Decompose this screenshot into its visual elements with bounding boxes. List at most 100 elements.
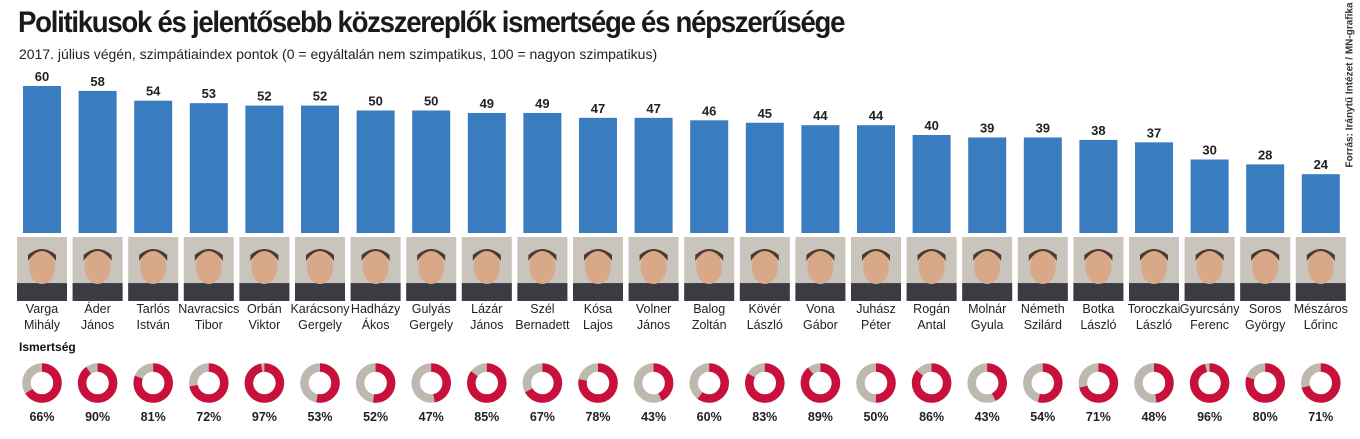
portrait-hair xyxy=(1140,249,1168,261)
donut-segment xyxy=(22,363,62,403)
portrait-face xyxy=(418,250,445,284)
portrait-face xyxy=(1029,250,1056,284)
portrait-hair xyxy=(1028,249,1057,261)
bar xyxy=(968,137,1007,233)
donut-segment xyxy=(77,363,118,403)
tick-label-surname: Orbán xyxy=(247,302,282,316)
donut-segment xyxy=(967,363,1007,403)
bar xyxy=(912,135,951,233)
percent-label: 47% xyxy=(419,410,444,424)
tick-label-surname: Volner xyxy=(636,302,671,316)
percent-label: 54% xyxy=(1030,410,1055,424)
portrait-face xyxy=(751,250,778,284)
portrait-shoulders xyxy=(739,283,790,301)
bar xyxy=(1190,159,1229,233)
bar xyxy=(1135,142,1173,233)
portrait-face xyxy=(585,250,611,284)
percent-label: 78% xyxy=(585,410,610,424)
donut-segment xyxy=(1134,363,1174,403)
tick-label-surname: Botka xyxy=(1082,302,1114,316)
portrait-shoulders xyxy=(1240,283,1291,301)
tick-label-surname: Németh xyxy=(1021,302,1065,316)
bar xyxy=(1079,139,1118,233)
portrait-shoulders xyxy=(517,283,568,301)
donut-segment xyxy=(1023,363,1063,403)
portrait-shoulders xyxy=(1129,283,1179,301)
percent-label: 90% xyxy=(85,410,110,424)
tick-label-surname: Kövér xyxy=(748,302,781,316)
recognition-label: Ismertség xyxy=(19,340,76,354)
bar xyxy=(23,86,61,233)
donut-segment xyxy=(467,363,507,403)
tick-label-firstname: István xyxy=(137,318,170,332)
portrait-shoulders xyxy=(1073,283,1124,301)
data-label: 28 xyxy=(1258,147,1272,162)
bar xyxy=(579,117,617,233)
portrait-face xyxy=(807,250,834,284)
tick-label-firstname: Gergely xyxy=(409,318,454,332)
data-label: 60 xyxy=(35,69,49,84)
percent-label: 97% xyxy=(252,410,277,424)
data-label: 39 xyxy=(1036,120,1050,135)
tick-label-surname: Soros xyxy=(1249,302,1282,316)
bar xyxy=(1246,164,1285,233)
portrait-face xyxy=(473,250,500,284)
tick-label-surname: Rogán xyxy=(913,302,950,316)
portrait-hair xyxy=(83,249,112,261)
portrait-hair xyxy=(361,249,390,261)
portrait-face xyxy=(1307,250,1334,284)
tick-label-firstname: György xyxy=(1245,318,1286,332)
donut-segment xyxy=(522,363,563,403)
portrait-face xyxy=(974,250,1001,284)
data-label: 49 xyxy=(480,96,494,111)
tick-label-firstname: Viktor xyxy=(249,318,281,332)
chart-title: Politikusok és jelentősebb közszereplők … xyxy=(18,6,845,39)
donut-segment xyxy=(355,363,396,403)
tick-label-surname: Karácsony xyxy=(290,302,350,316)
portrait-hair xyxy=(139,249,168,261)
portrait-hair xyxy=(306,249,334,261)
portrait-shoulders xyxy=(851,283,901,301)
bar xyxy=(801,125,840,233)
percent-label: 60% xyxy=(697,410,722,424)
percent-label: 86% xyxy=(919,410,944,424)
data-label: 30 xyxy=(1202,143,1216,158)
percent-label: 66% xyxy=(29,410,54,424)
bar xyxy=(356,110,395,233)
tick-label-firstname: Lajos xyxy=(583,318,613,332)
portrait-hair xyxy=(417,249,446,261)
percent-label: 53% xyxy=(307,410,332,424)
portrait-face xyxy=(529,250,556,284)
tick-label-firstname: János xyxy=(81,318,114,332)
portrait-hair xyxy=(472,249,501,261)
tick-label-surname: Toroczkai xyxy=(1128,302,1181,316)
data-label: 38 xyxy=(1091,123,1105,138)
portrait-face xyxy=(918,250,945,284)
percent-label: 89% xyxy=(808,410,833,424)
donut-segment xyxy=(1078,363,1119,403)
donut-segment xyxy=(244,363,285,403)
data-label: 58 xyxy=(90,74,104,89)
donut-segment xyxy=(133,363,173,403)
portrait-face xyxy=(84,250,111,284)
portrait-shoulders xyxy=(183,283,234,301)
data-label: 49 xyxy=(535,96,549,111)
portrait-shoulders xyxy=(1184,283,1235,301)
donut-segment xyxy=(689,363,729,403)
percent-label: 85% xyxy=(474,410,499,424)
data-label: 53 xyxy=(202,86,216,101)
percent-label: 81% xyxy=(141,410,166,424)
data-label: 39 xyxy=(980,120,994,135)
data-label: 50 xyxy=(368,94,382,109)
bar xyxy=(745,122,784,233)
tick-label-firstname: Szilárd xyxy=(1024,318,1062,332)
donut-segment xyxy=(856,363,896,403)
bar xyxy=(134,100,173,233)
portrait-face xyxy=(1252,250,1279,284)
data-label: 37 xyxy=(1147,125,1161,140)
tick-label-firstname: Gergely xyxy=(298,318,343,332)
portrait-hair xyxy=(584,249,612,261)
donut-segment xyxy=(633,363,674,403)
portrait-shoulders xyxy=(461,283,512,301)
chart-subtitle: 2017. július végén, szimpátiaindex ponto… xyxy=(19,46,658,62)
